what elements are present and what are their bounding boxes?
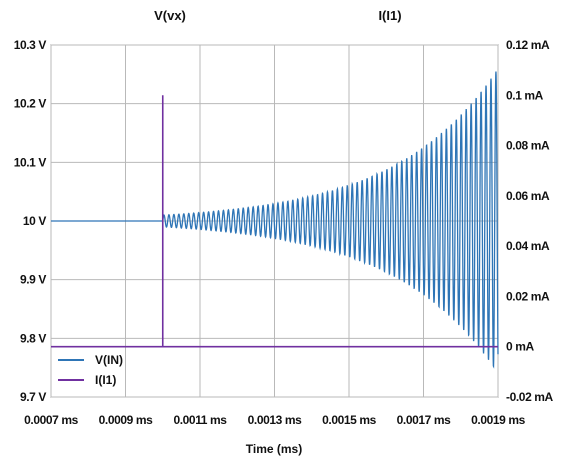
- right-y-tick-label: 0.12 mA: [506, 38, 550, 52]
- right-y-tick-label: 0.08 mA: [506, 139, 550, 153]
- left-y-tick-label: 10 V: [23, 214, 46, 228]
- x-tick-label: 0.0007 ms: [24, 413, 79, 427]
- x-tick-label: 0.0017 ms: [397, 413, 452, 427]
- x-tick-label: 0.0013 ms: [248, 413, 303, 427]
- series-line-vin: [51, 71, 499, 369]
- right-axis-title: I(I1): [378, 8, 401, 23]
- x-tick-labels: 0.0007 ms 0.0009 ms 0.0011 ms 0.0013 ms 0.00…: [24, 413, 526, 427]
- x-tick-label: 0.0019 ms: [471, 413, 526, 427]
- left-y-tick-label: 9.7 V: [20, 390, 46, 404]
- right-y-tick-label: 0.04 mA: [506, 239, 550, 253]
- right-y-tick-labels: 0.12 mA 0.1 mA 0.08 mA 0.06 mA 0.04 mA 0.02 m…: [506, 38, 554, 404]
- right-y-tick-label: 0 mA: [506, 340, 534, 354]
- left-y-tick-labels: 10.3 V 10.2 V 10.1 V 10 V 9.9 V 9.8 V 9.7 V: [14, 38, 47, 404]
- right-y-tick-label: 0.06 mA: [506, 189, 550, 203]
- left-y-tick-label: 10.3 V: [14, 38, 47, 52]
- right-y-tick-label: 0.02 mA: [506, 289, 550, 303]
- x-axis-label: Time (ms): [246, 442, 302, 456]
- left-y-tick-label: 9.8 V: [20, 331, 46, 345]
- left-y-tick-label: 10.1 V: [14, 155, 47, 169]
- left-y-tick-label: 9.9 V: [20, 273, 46, 287]
- legend: V(IN) I(I1): [58, 353, 123, 387]
- series-group: [51, 71, 499, 369]
- legend-i1-label: I(I1): [95, 373, 116, 387]
- legend-vin-label: V(IN): [95, 353, 123, 367]
- left-y-tick-label: 10.2 V: [14, 97, 47, 111]
- series-line-i1: [51, 95, 498, 348]
- left-axis-title: V(vx): [154, 8, 186, 23]
- right-y-tick-label: -0.02 mA: [506, 390, 554, 404]
- x-tick-label: 0.0009 ms: [99, 413, 154, 427]
- x-tick-label: 0.0011 ms: [173, 413, 227, 427]
- x-tick-label: 0.0015 ms: [322, 413, 377, 427]
- right-y-tick-label: 0.1 mA: [506, 88, 544, 102]
